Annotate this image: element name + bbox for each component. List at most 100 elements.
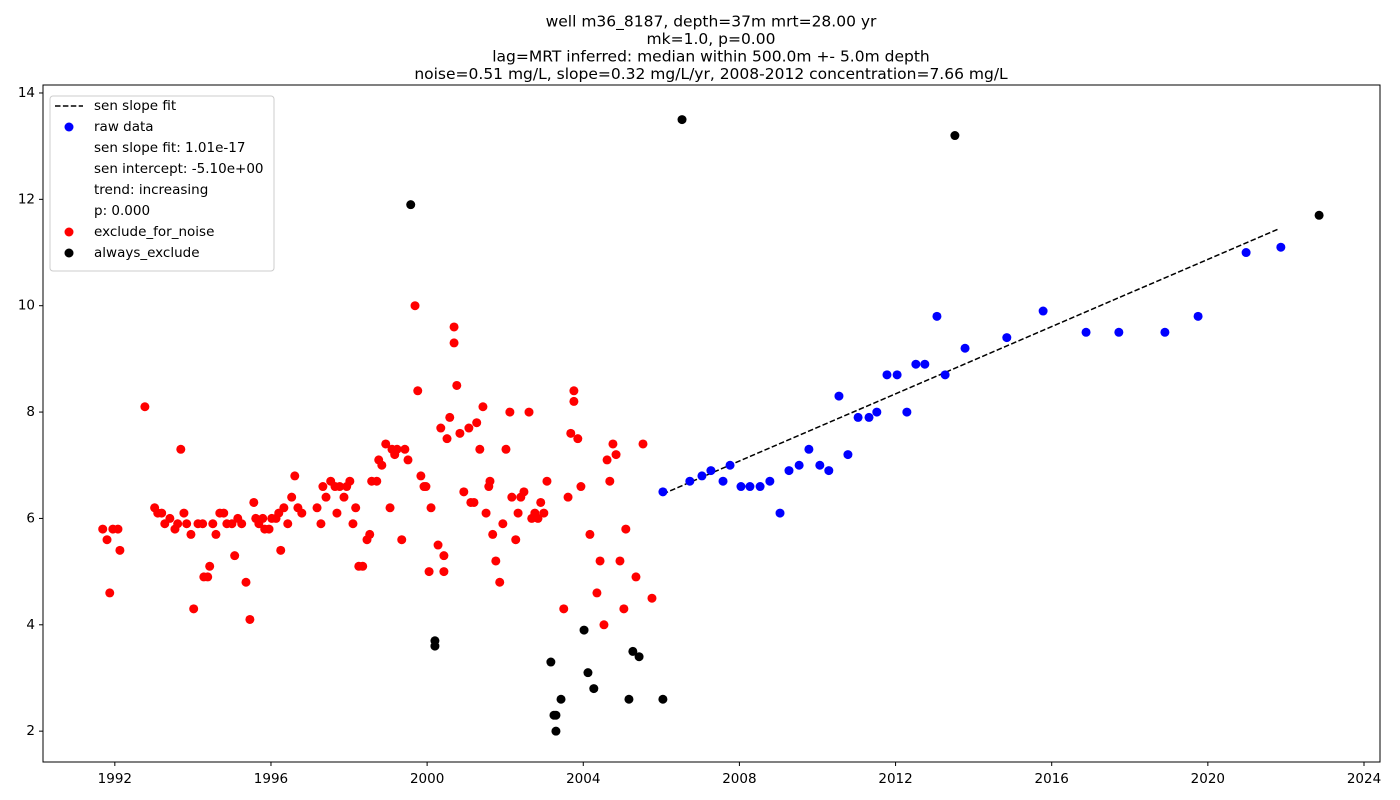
data-point bbox=[843, 450, 853, 460]
chart-title: well m36_8187, depth=37m mrt=28.00 yr bbox=[546, 13, 877, 32]
data-point bbox=[258, 513, 268, 523]
legend-marker bbox=[64, 227, 74, 237]
fit-line bbox=[662, 228, 1279, 495]
data-point bbox=[205, 561, 215, 571]
data-point bbox=[421, 482, 431, 492]
data-point bbox=[1038, 306, 1048, 316]
data-point bbox=[1081, 327, 1091, 337]
data-point bbox=[203, 572, 213, 582]
data-point bbox=[1314, 210, 1324, 220]
data-point bbox=[638, 439, 648, 449]
data-point bbox=[377, 460, 387, 470]
legend-note: sen intercept: -5.10e+00 bbox=[94, 161, 264, 177]
data-point bbox=[677, 115, 687, 125]
legend-label: raw data bbox=[94, 119, 154, 135]
data-point bbox=[372, 476, 382, 486]
data-point bbox=[433, 540, 443, 550]
data-point bbox=[1114, 327, 1124, 337]
data-point bbox=[485, 476, 495, 486]
data-point bbox=[237, 519, 247, 529]
data-point bbox=[416, 471, 426, 481]
data-point bbox=[685, 476, 695, 486]
y-tick-label: 2 bbox=[26, 723, 35, 739]
y-tick-label: 4 bbox=[26, 617, 35, 633]
legend-note: trend: increasing bbox=[94, 182, 208, 198]
data-point bbox=[911, 359, 921, 369]
legend-marker bbox=[64, 122, 74, 132]
data-point bbox=[501, 444, 511, 454]
chart-title: lag=MRT inferred: median within 500.0m +… bbox=[492, 48, 930, 66]
data-point bbox=[290, 471, 300, 481]
data-point bbox=[519, 487, 529, 497]
x-tick-label: 2000 bbox=[410, 771, 444, 787]
data-point bbox=[1193, 311, 1203, 321]
data-point bbox=[198, 519, 208, 529]
data-point bbox=[608, 439, 618, 449]
legend-box bbox=[49, 95, 275, 272]
data-point bbox=[589, 684, 599, 694]
data-point bbox=[321, 492, 331, 502]
x-tick-label: 2012 bbox=[878, 771, 912, 787]
data-point bbox=[430, 641, 440, 651]
data-point bbox=[478, 402, 488, 412]
data-point bbox=[495, 577, 505, 587]
data-point bbox=[634, 652, 644, 662]
data-point bbox=[173, 519, 183, 529]
data-point bbox=[950, 131, 960, 141]
data-point bbox=[647, 593, 657, 603]
data-point bbox=[605, 476, 615, 486]
data-point bbox=[576, 482, 586, 492]
data-point bbox=[312, 503, 322, 513]
data-point bbox=[902, 407, 912, 417]
y-tick-label: 14 bbox=[18, 85, 35, 101]
data-point bbox=[410, 301, 420, 311]
data-point bbox=[882, 370, 892, 380]
data-point bbox=[385, 503, 395, 513]
data-point bbox=[449, 322, 459, 332]
x-tick-label: 2004 bbox=[566, 771, 600, 787]
data-point bbox=[179, 508, 189, 518]
data-point bbox=[241, 577, 251, 587]
data-point bbox=[546, 657, 556, 667]
data-point bbox=[1241, 248, 1251, 258]
data-point bbox=[566, 428, 576, 438]
data-point bbox=[585, 529, 595, 539]
data-point bbox=[249, 497, 259, 507]
data-point bbox=[628, 646, 638, 656]
data-point bbox=[932, 311, 942, 321]
data-point bbox=[208, 519, 218, 529]
data-point bbox=[794, 460, 804, 470]
data-point bbox=[804, 444, 814, 454]
data-point bbox=[1160, 327, 1170, 337]
data-point bbox=[725, 460, 735, 470]
y-tick-label: 10 bbox=[18, 298, 35, 314]
data-point bbox=[920, 359, 930, 369]
data-point bbox=[245, 614, 255, 624]
data-point bbox=[140, 402, 150, 412]
x-tick-label: 2024 bbox=[1347, 771, 1381, 787]
legend-marker bbox=[64, 248, 74, 258]
data-point bbox=[264, 524, 274, 534]
data-point bbox=[413, 386, 423, 396]
data-point bbox=[505, 407, 515, 417]
data-point bbox=[573, 434, 583, 444]
data-point bbox=[165, 513, 175, 523]
data-point bbox=[533, 513, 543, 523]
data-point bbox=[824, 466, 834, 476]
data-point bbox=[775, 508, 785, 518]
data-point bbox=[339, 492, 349, 502]
data-point bbox=[595, 556, 605, 566]
data-point bbox=[892, 370, 902, 380]
data-point bbox=[658, 487, 668, 497]
data-point bbox=[488, 529, 498, 539]
data-point bbox=[481, 508, 491, 518]
data-point bbox=[392, 444, 402, 454]
data-point bbox=[815, 460, 825, 470]
data-point bbox=[182, 519, 192, 529]
data-point bbox=[276, 545, 286, 555]
data-point bbox=[445, 412, 455, 422]
data-point bbox=[442, 434, 452, 444]
data-point bbox=[511, 535, 521, 545]
y-tick-label: 12 bbox=[18, 191, 35, 207]
data-point bbox=[287, 492, 297, 502]
